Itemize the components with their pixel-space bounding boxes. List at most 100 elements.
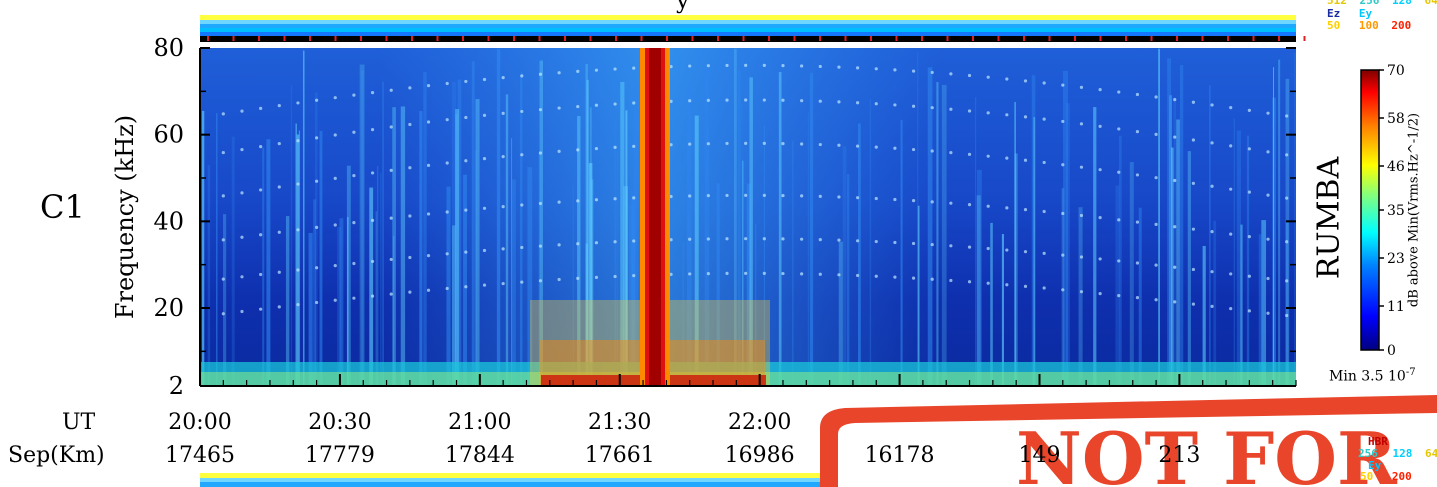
emission-dot: [949, 201, 953, 205]
emission-dot: [1023, 115, 1028, 119]
emission-dot: [464, 79, 468, 84]
emission-dot: [874, 67, 878, 71]
noise-streak: [1031, 75, 1036, 386]
emission-dot: [1266, 150, 1270, 154]
time-label: 20:30: [308, 410, 372, 435]
emission-dot: [557, 277, 561, 282]
emission-dot: [1005, 283, 1009, 287]
emission-dot: [1005, 113, 1009, 117]
top-bar-marker: [615, 36, 617, 41]
colorbar-tick-label: 11: [1387, 299, 1405, 315]
noise-streak: [990, 222, 993, 386]
noise-streak: [216, 113, 218, 386]
emission-dot: [370, 171, 375, 175]
emission-dot: [314, 300, 319, 305]
noise-streak: [296, 134, 299, 386]
emission-dot: [911, 147, 916, 152]
emission-dot: [688, 99, 692, 103]
noise-streak: [737, 71, 741, 386]
emission-dot: [370, 127, 375, 132]
emission-dot: [1154, 95, 1158, 99]
emission-dot: [277, 305, 281, 309]
emission-dot: [800, 272, 804, 276]
noise-streak: [1033, 117, 1036, 386]
emission-dot: [744, 193, 748, 197]
emission-dot: [874, 274, 878, 278]
emission-dot: [445, 81, 449, 86]
noise-streak: [1093, 107, 1097, 386]
emission-dot: [352, 93, 356, 97]
emission-dot: [445, 252, 449, 256]
emission-dot: [1191, 100, 1195, 104]
noise-streak: [631, 195, 636, 386]
emission-dot: [389, 125, 393, 129]
noise-streak: [474, 149, 478, 386]
top-bar-marker: [972, 36, 974, 41]
top-bar-marker: [793, 36, 796, 41]
emission-dot: [482, 113, 487, 117]
emission-dot: [1005, 206, 1009, 210]
emission-dot: [501, 281, 505, 286]
emission-dot: [1023, 208, 1028, 212]
noise-streak: [941, 84, 947, 386]
emission-dot: [669, 272, 673, 276]
emission-dot: [818, 99, 822, 103]
top-bar-marker: [1176, 36, 1178, 41]
emission-dot: [296, 228, 300, 232]
noise-streak: [577, 116, 581, 386]
emission-dot: [1061, 119, 1065, 124]
noise-streak: [1167, 58, 1172, 386]
emission-dot: [277, 185, 281, 189]
emission-dot: [352, 130, 356, 134]
noise-streak: [846, 174, 850, 386]
emission-dot: [277, 270, 281, 274]
emission-dot: [482, 206, 487, 210]
emission-dot: [762, 98, 766, 102]
emission-dot: [314, 179, 319, 183]
top-bar-marker: [258, 36, 260, 41]
y-tick-label: 40: [153, 207, 184, 235]
noise-streak: [754, 223, 757, 386]
emission-dot: [1173, 135, 1177, 139]
emission-dot: [1117, 90, 1121, 94]
noise-streak: [285, 216, 290, 386]
sep-value: 149: [1018, 443, 1061, 468]
emission-dot: [520, 245, 524, 250]
emission-dot: [482, 283, 487, 287]
noise-streak: [319, 130, 323, 386]
emission-dot: [1098, 88, 1102, 92]
top-bar-marker: [564, 36, 566, 41]
noise-streak: [451, 81, 457, 386]
emission-dot: [930, 200, 934, 204]
emission-dot: [1154, 263, 1158, 267]
noise-streak: [741, 103, 743, 386]
noise-streak: [1179, 65, 1184, 386]
emission-dot: [613, 274, 617, 279]
emission-dot: [1173, 300, 1177, 304]
emission-dot: [818, 272, 822, 276]
emission-dot: [1266, 111, 1270, 115]
emission-dot: [408, 86, 412, 90]
emission-dot: [1210, 184, 1214, 188]
top-bar-marker: [1125, 36, 1127, 41]
emission-dot: [613, 197, 617, 201]
emission-dot: [725, 271, 729, 276]
top-bar-marker: [666, 36, 668, 41]
top-bar-marker: [946, 36, 949, 41]
emission-dot: [800, 142, 804, 146]
emission-dot: [221, 312, 225, 316]
noise-streak: [475, 99, 480, 386]
emission-dot: [1042, 160, 1046, 165]
not-for-stamp: NOT FOR: [820, 395, 1437, 487]
emission-dot: [911, 104, 916, 108]
colorbar-tick-label: 23: [1387, 251, 1405, 267]
top-bar-marker: [1099, 36, 1102, 41]
emission-dot: [613, 102, 617, 106]
emission-dot: [576, 148, 580, 152]
emission-dot: [296, 268, 300, 272]
emission-dot: [259, 307, 263, 311]
noise-streak: [586, 79, 589, 386]
noise-streak: [266, 139, 271, 386]
noise-streak: [1272, 97, 1276, 386]
emission-dot: [445, 210, 449, 214]
